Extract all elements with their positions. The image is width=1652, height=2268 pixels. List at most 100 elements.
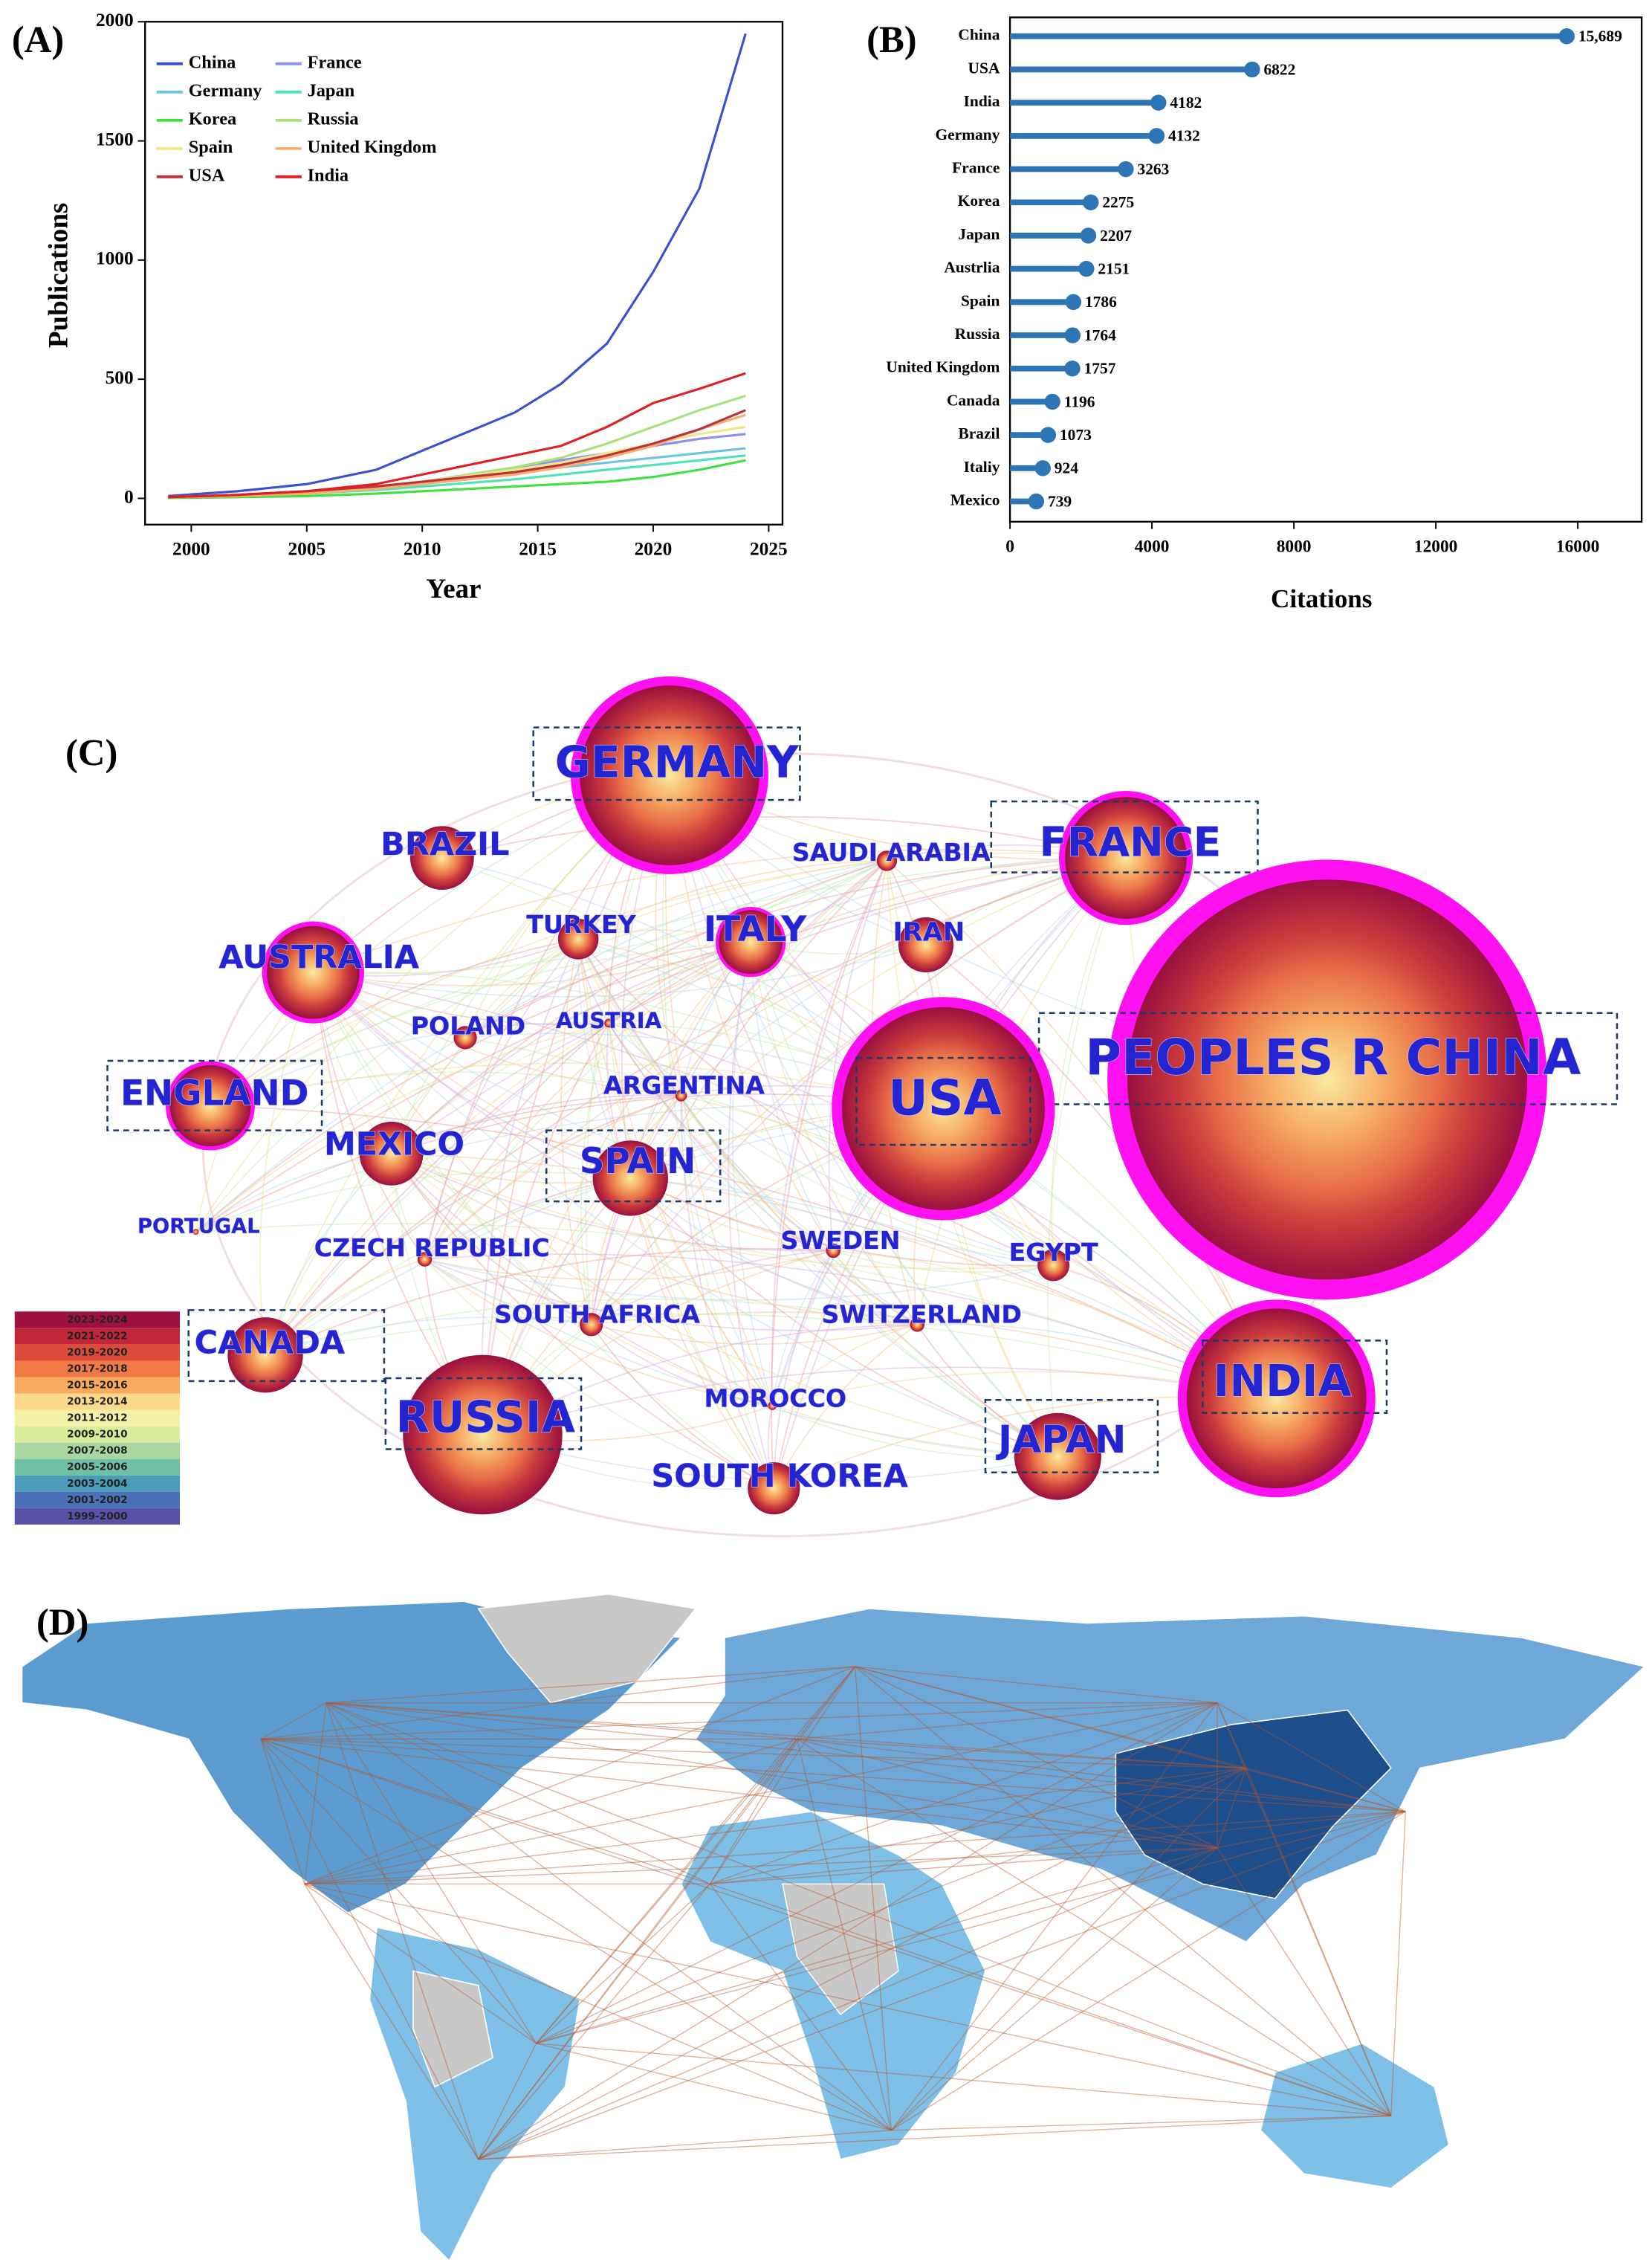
network-edge xyxy=(265,1177,631,1356)
network-edge xyxy=(312,972,774,1489)
collaboration-link xyxy=(709,1666,856,1884)
y-tick-label: 0 xyxy=(124,486,134,507)
network-edge xyxy=(265,860,887,1356)
network-edge xyxy=(773,1250,835,1489)
collaboration-link xyxy=(1217,1702,1406,1812)
node xyxy=(359,1121,424,1186)
network-edge xyxy=(771,1324,918,1406)
legend-swatch xyxy=(14,1475,181,1492)
network-edge xyxy=(681,1094,1277,1399)
legend-label: 2019-2020 xyxy=(67,1346,128,1358)
node-label: SOUTH AFRICA xyxy=(494,1300,700,1329)
network-edge xyxy=(210,938,579,1107)
network-edge xyxy=(629,1177,775,1489)
panel-label: (D) xyxy=(36,1601,88,1643)
collaboration-link xyxy=(260,1738,537,2044)
lollipop-dot xyxy=(1028,493,1045,510)
network-edge xyxy=(464,857,1127,1038)
lollipop-dot xyxy=(1150,94,1167,111)
collaboration-link xyxy=(1217,1702,1392,2116)
legend-label: 2001-2002 xyxy=(67,1494,128,1506)
collaboration-link xyxy=(536,1702,1218,2044)
network-edge xyxy=(629,1177,1058,1458)
collaboration-link xyxy=(1217,1811,1406,1849)
network-edge xyxy=(312,972,631,1179)
network-edge xyxy=(391,1153,834,1252)
collaboration-link xyxy=(709,1739,798,1884)
node-label: EGYPT xyxy=(1009,1238,1098,1267)
legend-label: 2011-2012 xyxy=(67,1412,128,1424)
lollipop-dot xyxy=(1078,260,1095,277)
network-edge xyxy=(210,1105,1277,1400)
value-label: 6822 xyxy=(1263,60,1295,78)
network-edge xyxy=(391,1153,1054,1270)
label-box xyxy=(545,1129,722,1203)
network-edge xyxy=(313,941,751,986)
collaboration-link xyxy=(478,2115,1391,2160)
network-edge xyxy=(265,1095,681,1356)
collaboration-link xyxy=(890,1767,1247,2131)
legend-label: 2007-2008 xyxy=(67,1445,128,1457)
network-edge xyxy=(482,857,1127,1435)
collaboration-link xyxy=(536,2043,1391,2116)
collaboration-link xyxy=(710,1847,1217,1885)
node xyxy=(604,1018,613,1028)
south-america-gray xyxy=(412,1970,493,2088)
network-edge xyxy=(391,1153,1058,1458)
network-edge xyxy=(464,941,751,1038)
network-edge xyxy=(313,944,927,998)
collaboration-link xyxy=(890,1702,1218,2131)
collaboration-link xyxy=(796,1739,892,2130)
category-label: Brazil xyxy=(958,424,1000,442)
australia xyxy=(1260,2042,1450,2189)
panel-label: (C) xyxy=(65,731,117,773)
node-label: PORTUGAL xyxy=(137,1215,260,1238)
collaboration-link xyxy=(325,1702,1217,1849)
legend-label: Germany xyxy=(189,80,262,100)
plot-frame xyxy=(144,21,784,526)
collaboration-link xyxy=(797,1738,1246,1769)
node-label: AUSTRIA xyxy=(556,1008,662,1033)
network-edge xyxy=(195,1022,609,1232)
collaboration-link xyxy=(855,1666,1217,1704)
lollipop-dot xyxy=(1244,61,1260,78)
network-edge xyxy=(560,939,592,1325)
node-label: RUSSIA xyxy=(396,1392,575,1443)
network-edge xyxy=(313,849,1127,973)
collaboration-link xyxy=(536,1811,1406,2044)
network-edge xyxy=(590,860,887,1325)
greenland xyxy=(477,1593,697,1704)
network-edge xyxy=(312,972,592,1325)
node-label: SWITZERLAND xyxy=(821,1300,1021,1329)
category-label: USA xyxy=(968,59,1000,77)
network-edge xyxy=(195,1223,1277,1400)
node xyxy=(580,685,759,865)
network-edge xyxy=(832,1250,918,1325)
node xyxy=(592,1140,669,1216)
node-label: IRAN xyxy=(893,917,965,947)
legend-swatch xyxy=(14,1377,181,1394)
category-label: Canada xyxy=(947,391,1000,409)
network-edge xyxy=(750,942,919,1325)
network-edge xyxy=(312,972,681,1096)
lollipop-dot xyxy=(1040,427,1057,443)
node-label: MEXICO xyxy=(324,1126,464,1163)
collaboration-link xyxy=(855,1666,1247,1769)
collaboration-link xyxy=(1390,1811,1406,2116)
collaboration-link xyxy=(710,1811,1406,1885)
legend-label: United Kingdom xyxy=(308,137,437,157)
value-label: 1196 xyxy=(1064,392,1095,410)
collaboration-link xyxy=(710,1883,1392,2116)
category-label: United Kingdom xyxy=(886,358,1000,376)
collaboration-link xyxy=(304,1883,537,2044)
network-edge xyxy=(195,857,1127,1232)
node xyxy=(417,1252,433,1267)
category-label: Mexico xyxy=(950,491,1000,508)
collaboration-link xyxy=(1246,1768,1392,2116)
legend-swatch xyxy=(14,1442,181,1459)
network-edge xyxy=(680,1095,834,1252)
label-box xyxy=(106,1059,323,1131)
legend-label: Korea xyxy=(189,109,236,129)
collaboration-link xyxy=(536,1847,1218,2044)
collaboration-link xyxy=(260,1739,305,1884)
